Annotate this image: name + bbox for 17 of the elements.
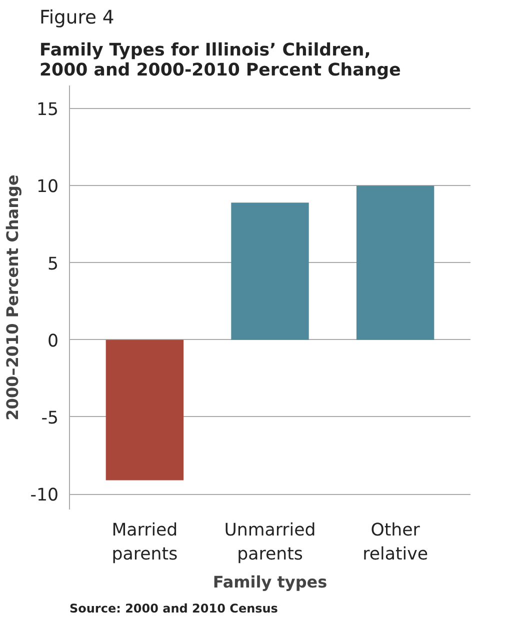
y-tick-label: 10	[36, 177, 59, 198]
y-tick-label: 15	[36, 100, 59, 120]
x-tick-label: Married parents	[112, 520, 178, 564]
y-axis-title: 2000–2010 Percent Change	[3, 174, 22, 420]
source-note: Source: 2000 and 2010 Census	[70, 602, 278, 616]
x-tick-label: Other relative	[362, 520, 428, 564]
chart-title: Figure 4	[40, 8, 114, 28]
y-tick-label: -10	[30, 486, 59, 506]
bar	[356, 186, 434, 340]
x-tick-label: Unmarried parents	[224, 520, 316, 564]
y-tick-label: -5	[41, 408, 59, 428]
chart-subtitle: Family Types for Illinois’ Children, 2000 and 2000-2010 Percent Change	[40, 40, 401, 80]
x-axis-title: Family types	[212, 572, 328, 592]
y-tick-label: 0	[47, 331, 59, 352]
y-tick-label: 5	[47, 254, 59, 274]
bar	[231, 202, 309, 340]
bar	[106, 340, 184, 480]
